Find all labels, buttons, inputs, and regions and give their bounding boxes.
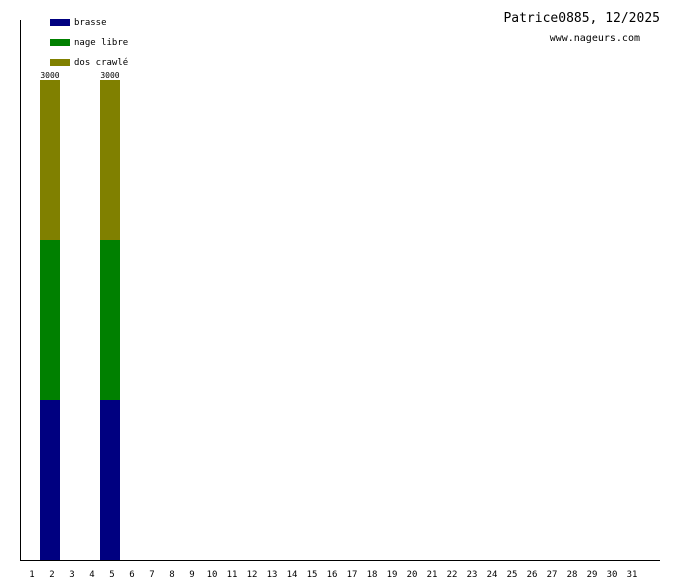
- bar-segment: [40, 80, 60, 240]
- legend-label: dos crawlé: [74, 57, 128, 68]
- x-tick-label: 4: [89, 570, 94, 580]
- x-tick-label: 24: [487, 570, 498, 580]
- x-tick-label: 14: [287, 570, 298, 580]
- total-label: 3000: [100, 71, 119, 80]
- x-tick-label: 3: [69, 570, 74, 580]
- x-tick-label: 5: [109, 570, 114, 580]
- bar-segment: [100, 400, 120, 560]
- x-tick-label: 31: [627, 570, 638, 580]
- legend-swatch: [50, 39, 70, 46]
- legend-label: brasse: [74, 18, 107, 28]
- x-tick-label: 13: [267, 570, 278, 580]
- x-tick-label: 18: [367, 570, 378, 580]
- x-tick-label: 9: [189, 570, 194, 580]
- x-tick-label: 1: [29, 570, 34, 580]
- x-tick-label: 2: [49, 570, 54, 580]
- x-tick-label: 23: [467, 570, 478, 580]
- x-tick-label: 15: [307, 570, 318, 580]
- bar-segment: [100, 240, 120, 400]
- x-tick-label: 17: [347, 570, 358, 580]
- x-tick-label: 26: [527, 570, 538, 580]
- x-tick-label: 20: [407, 570, 418, 580]
- x-tick-label: 6: [129, 570, 134, 580]
- x-tick-label: 19: [387, 570, 398, 580]
- x-tick-label: 25: [507, 570, 518, 580]
- x-tick-label: 8: [169, 570, 174, 580]
- total-label: 3000: [40, 71, 59, 80]
- x-tick-label: 12: [247, 570, 258, 580]
- legend-swatch: [50, 59, 70, 66]
- chart-subtitle: www.nageurs.com: [550, 33, 640, 44]
- x-tick-label: 16: [327, 570, 338, 580]
- x-tick-label: 29: [587, 570, 598, 580]
- x-tick-label: 21: [427, 570, 438, 580]
- x-tick-label: 22: [447, 570, 458, 580]
- legend-swatch: [50, 19, 70, 26]
- x-tick-label: 28: [567, 570, 578, 580]
- chart-title: Patrice0885, 12/2025: [503, 11, 660, 26]
- legend-label: nage libre: [74, 38, 128, 48]
- bar-segment: [40, 240, 60, 400]
- x-tick-label: 27: [547, 570, 558, 580]
- bar-segment: [100, 80, 120, 240]
- x-tick-label: 10: [207, 570, 218, 580]
- x-tick-label: 30: [607, 570, 618, 580]
- x-tick-label: 11: [227, 570, 238, 580]
- x-tick-label: 7: [149, 570, 154, 580]
- bar-segment: [40, 400, 60, 560]
